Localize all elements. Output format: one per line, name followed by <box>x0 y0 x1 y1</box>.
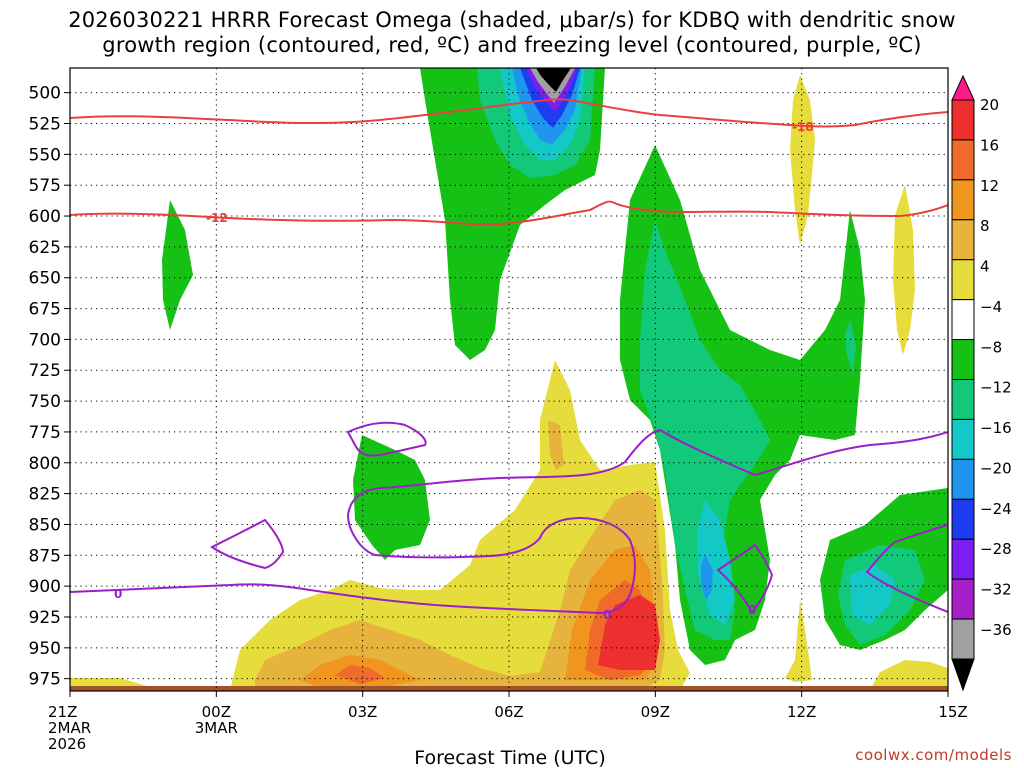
colorbar-segment <box>951 538 975 580</box>
omega-shade-gold-sliver <box>548 420 564 470</box>
omega-shade-yellow-sliver-12z <box>785 600 812 682</box>
freezing-level-contour-left-loop <box>210 518 285 570</box>
omega-shade-black-upper-plume <box>536 68 571 92</box>
omega-shade-yellow-lower <box>70 360 690 690</box>
y-tick-label: 950 <box>29 639 61 659</box>
y-tick-label: 775 <box>29 423 61 443</box>
colorbar-label: −20 <box>980 459 1012 477</box>
omega-shade-yellow-far-right <box>893 185 915 355</box>
freezing-level-contour-far-right <box>865 524 948 613</box>
omega-shade-yellow-upper-right <box>790 75 815 245</box>
y-tick-label: 550 <box>29 145 61 165</box>
omega-shade-green-small-left <box>162 200 193 330</box>
freezing-level-contour-main <box>70 428 948 615</box>
colorbar-label: −16 <box>980 419 1012 437</box>
colorbar-segment <box>951 418 975 460</box>
omega-shade-teal-right-sliver <box>845 320 856 375</box>
contour-label-minus12: -12 <box>206 211 228 225</box>
y-tick-label: 700 <box>29 330 61 350</box>
x-tick-label: 2MAR <box>48 719 91 737</box>
x-tick-label: 12Z <box>787 703 816 721</box>
contour-label-zero-mid: 0 <box>603 608 611 622</box>
colorbar-segment <box>951 618 975 660</box>
y-tick-label: 800 <box>29 454 61 474</box>
colorbar-label: 8 <box>980 217 990 235</box>
y-tick-label: 525 <box>29 115 61 135</box>
dgz-contour-minus12 <box>70 200 948 226</box>
y-tick-label: 750 <box>29 392 61 412</box>
contour-lines: -12 -18 0 0 0 <box>70 98 948 622</box>
contour-label-minus18: -18 <box>792 120 814 134</box>
colorbar-label: −32 <box>980 581 1012 599</box>
contour-label-zero-right: 0 <box>748 603 756 617</box>
colorbar-top-arrow <box>951 74 975 101</box>
colorbar-segment <box>951 259 975 301</box>
y-tick-label: 825 <box>29 485 61 505</box>
credit-text: coolwx.com/models <box>855 746 1012 764</box>
x-tick-label: 03Z <box>348 703 377 721</box>
x-tick-label: 06Z <box>494 703 523 721</box>
y-tick-label: 500 <box>29 84 61 104</box>
colorbar-label: 4 <box>980 258 990 276</box>
omega-shade-red-mid <box>598 595 660 670</box>
freezing-level-contour-upper-loop <box>346 421 427 457</box>
colorbar-label: −36 <box>980 621 1012 639</box>
colorbar-label: −28 <box>980 540 1012 558</box>
colorbar-label: −24 <box>980 500 1012 518</box>
y-axis: 500 525 550 575 600 625 650 675 700 725 750 775 800 8… <box>29 84 70 690</box>
plot-area <box>70 68 948 691</box>
colorbar-label: 16 <box>980 136 999 154</box>
colorbar-segment <box>951 99 975 141</box>
omega-shade-gold-lower <box>255 490 665 690</box>
dgz-contour-minus18 <box>70 98 948 128</box>
colorbar: 20 16 12 8 4 −4 −8 −12 −16 −20 −24 −28 −32 −36 <box>951 74 1012 692</box>
y-tick-label: 850 <box>29 515 61 535</box>
x-tick-label: 00Z <box>202 703 231 721</box>
colorbar-label: 20 <box>980 96 999 114</box>
colorbar-label: −12 <box>980 379 1012 397</box>
colorbar-segment <box>951 179 975 221</box>
x-tick-label: 15Z <box>938 703 967 721</box>
omega-shade-teal-mid-column <box>640 220 770 640</box>
colorbar-segment <box>951 219 975 261</box>
omega-shade-green-small-mid <box>353 435 430 560</box>
colorbar-segment <box>951 578 975 620</box>
colorbar-segment <box>951 458 975 500</box>
y-tick-label: 650 <box>29 269 61 289</box>
colorbar-segment <box>951 339 975 381</box>
x-tick-label: 09Z <box>641 703 670 721</box>
contour-label-zero-left: 0 <box>114 587 122 601</box>
omega-shade-blue-mid-column <box>701 555 713 600</box>
y-tick-label: 900 <box>29 577 61 597</box>
y-tick-label: 725 <box>29 361 61 381</box>
chart-title-line-2: growth region (contoured, red, ºC) and f… <box>102 33 922 57</box>
omega-shade-yellow-lower-far-right <box>870 660 948 690</box>
x-tick-label: 21Z <box>48 703 77 721</box>
colorbar-segment <box>951 299 975 341</box>
colorbar-segment <box>951 379 975 420</box>
chart-title-line-1: 2026030221 HRRR Forecast Omega (shaded, … <box>68 8 956 32</box>
omega-shade-cyan-lower-right <box>850 565 895 625</box>
colorbar-label: −8 <box>980 338 1002 356</box>
y-tick-label: 600 <box>29 207 61 227</box>
x-tick-label: 2026 <box>48 735 86 753</box>
freezing-level-contour-right-loop <box>716 543 774 614</box>
colorbar-segment <box>951 139 975 181</box>
y-tick-label: 975 <box>29 670 61 690</box>
colorbar-label: −4 <box>980 298 1002 316</box>
y-tick-label: 675 <box>29 300 61 320</box>
y-tick-label: 925 <box>29 608 61 628</box>
omega-shade-deep-orange-lower <box>335 665 385 684</box>
x-axis-label: Forecast Time (UTC) <box>414 747 605 768</box>
x-tick-label: 3MAR <box>195 719 238 737</box>
ground-terrain-band <box>70 686 948 691</box>
y-tick-label: 575 <box>29 176 61 196</box>
y-tick-label: 875 <box>29 546 61 566</box>
colorbar-segment <box>951 498 975 540</box>
colorbar-label: 12 <box>980 177 999 195</box>
y-tick-label: 625 <box>29 238 61 258</box>
colorbar-bottom-arrow <box>951 658 975 692</box>
